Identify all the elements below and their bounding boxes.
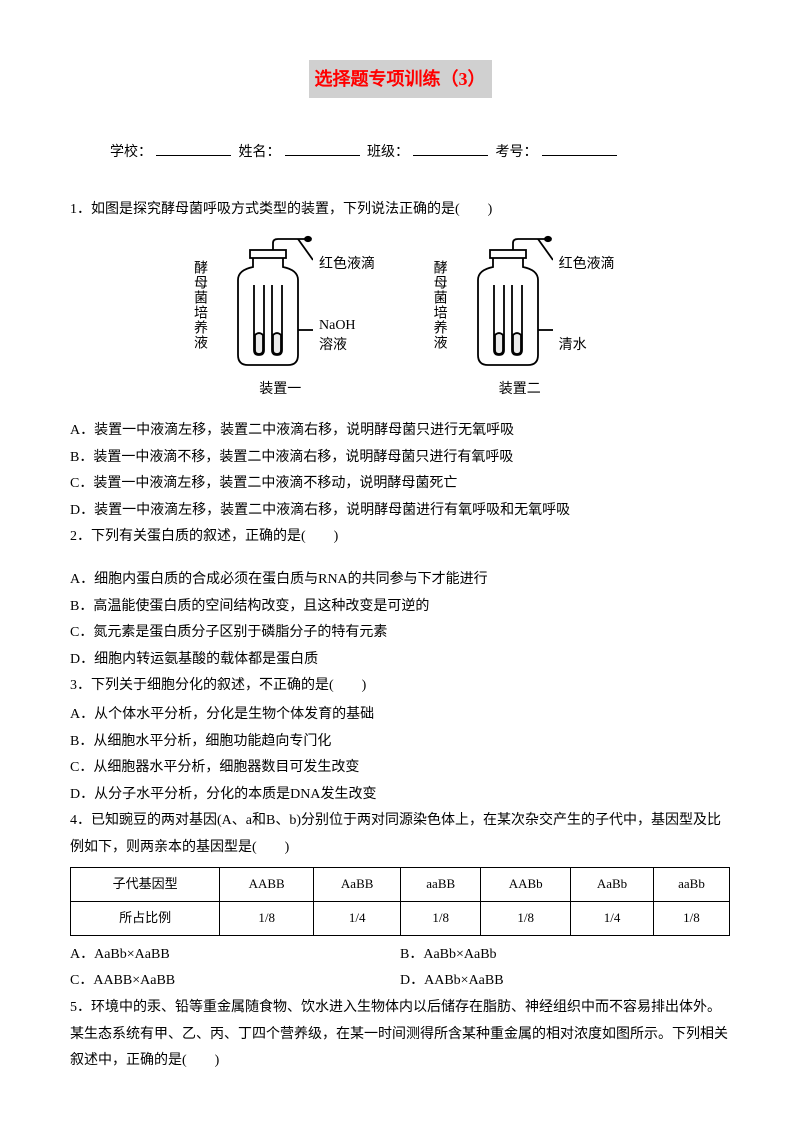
q1-opt-d: D．装置一中液滴左移，装置二中液滴右移，说明酵母菌进行有氧呼吸和无氧呼吸 bbox=[70, 498, 730, 525]
blank-name[interactable] bbox=[285, 140, 360, 156]
caption-2: 装置二 bbox=[425, 377, 615, 404]
q2-opt-c: C．氮元素是蛋白质分子区别于磷脂分子的特有元素 bbox=[70, 620, 730, 647]
row-label: 所占比例 bbox=[71, 902, 220, 936]
label-class: 班级： bbox=[367, 145, 409, 160]
flask-2 bbox=[458, 235, 553, 375]
v-0: 1/8 bbox=[220, 902, 314, 936]
v-4: 1/4 bbox=[571, 902, 654, 936]
q3-opt-a: A．从个体水平分析，分化是生物个体发育的基础 bbox=[70, 702, 730, 729]
v-5: 1/8 bbox=[653, 902, 729, 936]
q2-opt-a: A．细胞内蛋白质的合成必须在蛋白质与RNA的共同参与下才能进行 bbox=[70, 567, 730, 594]
sol1b-label: 溶液 bbox=[319, 336, 375, 356]
th-4: AABb bbox=[481, 868, 571, 902]
label-examno: 考号： bbox=[496, 145, 538, 160]
q1-opt-a: A．装置一中液滴左移，装置二中液滴右移，说明酵母菌只进行无氧呼吸 bbox=[70, 418, 730, 445]
q1-options: A．装置一中液滴左移，装置二中液滴右移，说明酵母菌只进行无氧呼吸 B．装置一中液… bbox=[70, 418, 730, 524]
q2-opt-b: B．高温能使蛋白质的空间结构改变，且这种改变是可逆的 bbox=[70, 594, 730, 621]
diagram-left-label-2: 酵母菌培养液 bbox=[425, 260, 452, 350]
q1-stem: 1．如图是探究酵母菌呼吸方式类型的装置，下列说法正确的是( ) bbox=[70, 197, 730, 224]
v-1: 1/4 bbox=[314, 902, 401, 936]
blank-school[interactable] bbox=[156, 140, 231, 156]
v-3: 1/8 bbox=[481, 902, 571, 936]
sol1-label: NaOH bbox=[319, 316, 375, 336]
diagram-left-label-1: 酵母菌培养液 bbox=[185, 260, 212, 350]
q3-opt-b: B．从细胞水平分析，细胞功能趋向专门化 bbox=[70, 729, 730, 756]
q2-stem: 2．下列有关蛋白质的叙述，正确的是( ) bbox=[70, 524, 730, 551]
q3-opt-d: D．从分子水平分析，分化的本质是DNA发生改变 bbox=[70, 782, 730, 809]
sol2-label: 清水 bbox=[559, 336, 615, 356]
q1-diagram: 酵母菌培养液 bbox=[70, 235, 730, 404]
v-2: 1/8 bbox=[401, 902, 481, 936]
q4-opt-d: D．AABb×AaBB bbox=[400, 968, 730, 995]
q4-options: A．AaBb×AaBB B．AaBb×AaBb bbox=[70, 942, 730, 969]
q3-options: A．从个体水平分析，分化是生物个体发育的基础 B．从细胞水平分析，细胞功能趋向专… bbox=[70, 702, 730, 808]
th-0: 子代基因型 bbox=[71, 868, 220, 902]
th-6: aaBb bbox=[653, 868, 729, 902]
q4-table: 子代基因型 AABB AaBB aaBB AABb AaBb aaBb 所占比例… bbox=[70, 867, 730, 935]
drop-label-2: 红色液滴 bbox=[559, 255, 615, 275]
blank-examno[interactable] bbox=[542, 140, 617, 156]
q1-opt-c: C．装置一中液滴左移，装置二中液滴不移动，说明酵母菌死亡 bbox=[70, 471, 730, 498]
th-3: aaBB bbox=[401, 868, 481, 902]
th-1: AABB bbox=[220, 868, 314, 902]
q5-stem: 5．环境中的汞、铅等重金属随食物、饮水进入生物体内以后储存在脂肪、神经组织中而不… bbox=[70, 995, 730, 1075]
q4-opt-a: A．AaBb×AaBB bbox=[70, 942, 400, 969]
drop-label-1: 红色液滴 bbox=[319, 255, 375, 275]
th-2: AaBB bbox=[314, 868, 401, 902]
q1-opt-b: B．装置一中液滴不移，装置二中液滴右移，说明酵母菌只进行有氧呼吸 bbox=[70, 445, 730, 472]
th-5: AaBb bbox=[571, 868, 654, 902]
label-name: 姓名： bbox=[239, 145, 281, 160]
q3-stem: 3．下列关于细胞分化的叙述，不正确的是( ) bbox=[70, 673, 730, 700]
q4-opt-c: C．AABB×AaBB bbox=[70, 968, 400, 995]
q2-opt-d: D．细胞内转运氨基酸的载体都是蛋白质 bbox=[70, 647, 730, 674]
student-info-line: 学校： 姓名： 班级： 考号： bbox=[70, 140, 730, 167]
flask-1 bbox=[218, 235, 313, 375]
page-title: 选择题专项训练（3） bbox=[309, 60, 492, 98]
q3-opt-c: C．从细胞器水平分析，细胞器数目可发生改变 bbox=[70, 755, 730, 782]
caption-1: 装置一 bbox=[185, 377, 375, 404]
q2-options: A．细胞内蛋白质的合成必须在蛋白质与RNA的共同参与下才能进行 B．高温能使蛋白… bbox=[70, 567, 730, 673]
label-school: 学校： bbox=[110, 145, 152, 160]
q4-stem: 4．已知豌豆的两对基因(A、a和B、b)分别位于两对同源染色体上，在某次杂交产生… bbox=[70, 808, 730, 861]
q4-opt-b: B．AaBb×AaBb bbox=[400, 942, 730, 969]
blank-class[interactable] bbox=[413, 140, 488, 156]
